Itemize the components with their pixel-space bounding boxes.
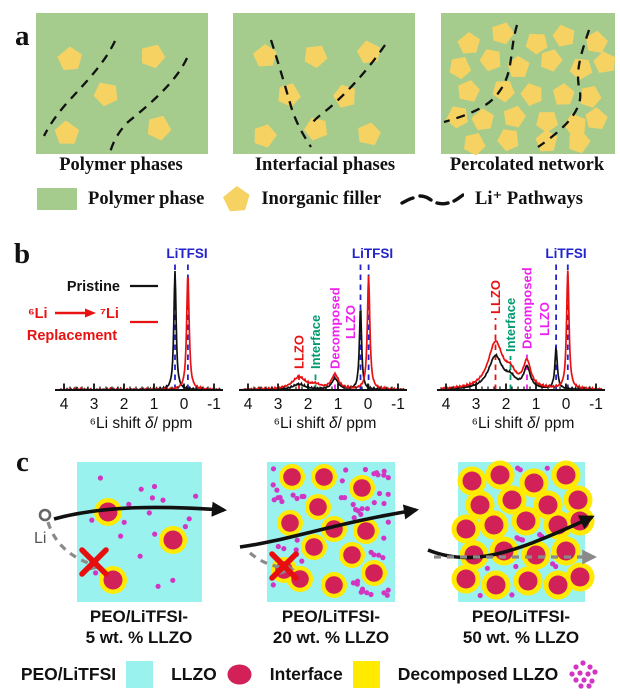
- llzo-swatch: [227, 664, 252, 684]
- panel-c-label: c: [16, 446, 29, 478]
- caption-line-1: PEO/LiTFSI-: [471, 607, 571, 626]
- svg-text:Decomposed: Decomposed: [328, 287, 343, 369]
- caption-line-1: PEO/LiTFSI-: [281, 607, 381, 626]
- li-pathway-arrow-3: [427, 515, 595, 560]
- panel-b-label: b: [14, 238, 31, 270]
- svg-text:0: 0: [562, 396, 571, 413]
- caption-line-2: 50 wt. % LLZO: [462, 628, 580, 648]
- svg-text:4: 4: [60, 396, 69, 413]
- svg-text:-1: -1: [207, 396, 221, 413]
- svg-text:LLZO: LLZO: [537, 302, 552, 336]
- llzo-legend-label: LLZO: [171, 663, 217, 684]
- li-pathway-arrow-1: [53, 501, 228, 521]
- svg-text:LiTFSI: LiTFSI: [166, 246, 207, 261]
- x-axis-label: ⁶Li shift δ/ ppm: [472, 415, 575, 432]
- x-axis-label: ⁶Li shift δ/ ppm: [274, 415, 377, 432]
- svg-text:1: 1: [150, 396, 159, 413]
- svg-text:3: 3: [90, 396, 99, 413]
- svg-text:2: 2: [304, 396, 313, 413]
- li-pathways-swatch: [400, 193, 465, 206]
- caption-line-2: 20 wt. % LLZO: [272, 628, 390, 648]
- panel-a-caption-3: Percolated network: [449, 155, 605, 175]
- panel-c-caption-3: PEO/LiTFSI- 50 wt. % LLZO: [433, 606, 609, 649]
- panel-c-caption-2: PEO/LiTFSI- 20 wt. % LLZO: [243, 606, 419, 649]
- svg-text:4: 4: [244, 396, 253, 413]
- series-replacement: [440, 270, 603, 391]
- panel-c-legend: PEO/LiTFSI LLZO Interface Decomposed LLZ…: [0, 655, 620, 693]
- peo-litfsi-swatch: [126, 660, 154, 688]
- polymer-phase-legend-label: Polymer phase: [88, 188, 205, 209]
- decomposed-llzo-swatch: [569, 659, 598, 689]
- svg-text:-1: -1: [391, 396, 405, 413]
- li-ion: [38, 508, 52, 522]
- caption-line-1: PEO/LiTFSI-: [89, 607, 189, 626]
- svg-text:3: 3: [472, 396, 481, 413]
- li-pathways-legend-label: Li⁺ Pathways: [475, 189, 583, 209]
- panel-c-caption-1: PEO/LiTFSI- 5 wt. % LLZO: [51, 606, 227, 649]
- series-pristine: [439, 346, 603, 391]
- svg-text:Replacement: Replacement: [27, 328, 117, 344]
- caption-line-2: 5 wt. % LLZO: [85, 628, 193, 648]
- svg-text:Decomposed: Decomposed: [520, 267, 535, 349]
- svg-text:1: 1: [532, 396, 541, 413]
- panel-b-legend: Pristine ⁶Li ⁷Li Replacement: [27, 279, 158, 344]
- polymer-phase-swatch: [37, 188, 78, 210]
- series-pristine: [242, 309, 405, 392]
- svg-text:4: 4: [442, 396, 451, 413]
- svg-text:LiTFSI: LiTFSI: [352, 246, 393, 261]
- li-pathway-arrow-2: [239, 504, 419, 549]
- panel-c-illustration: [38, 460, 597, 602]
- panel-a-caption-1: Polymer phases: [59, 155, 183, 175]
- inorganic-filler-legend-label: Inorganic filler: [261, 188, 382, 209]
- panel-a-caption-2: Interfacial phases: [254, 155, 396, 175]
- li-ion-label: Li: [34, 530, 47, 547]
- panel-a-illustration: [36, 13, 620, 157]
- interface-swatch: [352, 660, 380, 688]
- svg-text:⁶Li: ⁶Li: [28, 306, 48, 322]
- svg-text:Interface: Interface: [308, 315, 323, 369]
- svg-text:0: 0: [180, 396, 189, 413]
- panel-a-label: a: [15, 20, 30, 52]
- svg-text:0: 0: [364, 396, 373, 413]
- interface-legend-label: Interface: [269, 663, 343, 684]
- svg-text:LLZO: LLZO: [343, 305, 358, 339]
- spectrum-1: LiTFSI 4 3 2 1 0 -1 ⁶Li shift δ/ ppm: [55, 246, 223, 432]
- svg-text:⁷Li: ⁷Li: [100, 306, 119, 322]
- svg-text:-1: -1: [589, 396, 603, 413]
- svg-text:Pristine: Pristine: [67, 279, 120, 295]
- inorganic-filler-swatch: [223, 186, 250, 212]
- svg-text:Interface: Interface: [503, 298, 518, 352]
- blocked-pathway-1: [46, 521, 103, 571]
- svg-text:2: 2: [120, 396, 129, 413]
- svg-text:3: 3: [274, 396, 283, 413]
- svg-text:LiTFSI: LiTFSI: [545, 246, 586, 261]
- svg-text:LLZO: LLZO: [292, 335, 307, 369]
- svg-text:LLZO: LLZO: [488, 280, 503, 314]
- panel-a-legend: Polymer phase Inorganic filler Li⁺ Pathw…: [0, 183, 620, 215]
- peo-litfsi-legend-label: PEO/LiTFSI: [20, 663, 117, 684]
- decomposed-llzo-legend-label: Decomposed LLZO: [397, 663, 559, 684]
- series-replacement: [242, 275, 405, 391]
- x-axis-label: ⁶Li shift δ/ ppm: [90, 415, 193, 432]
- svg-text:1: 1: [334, 396, 343, 413]
- svg-text:2: 2: [502, 396, 511, 413]
